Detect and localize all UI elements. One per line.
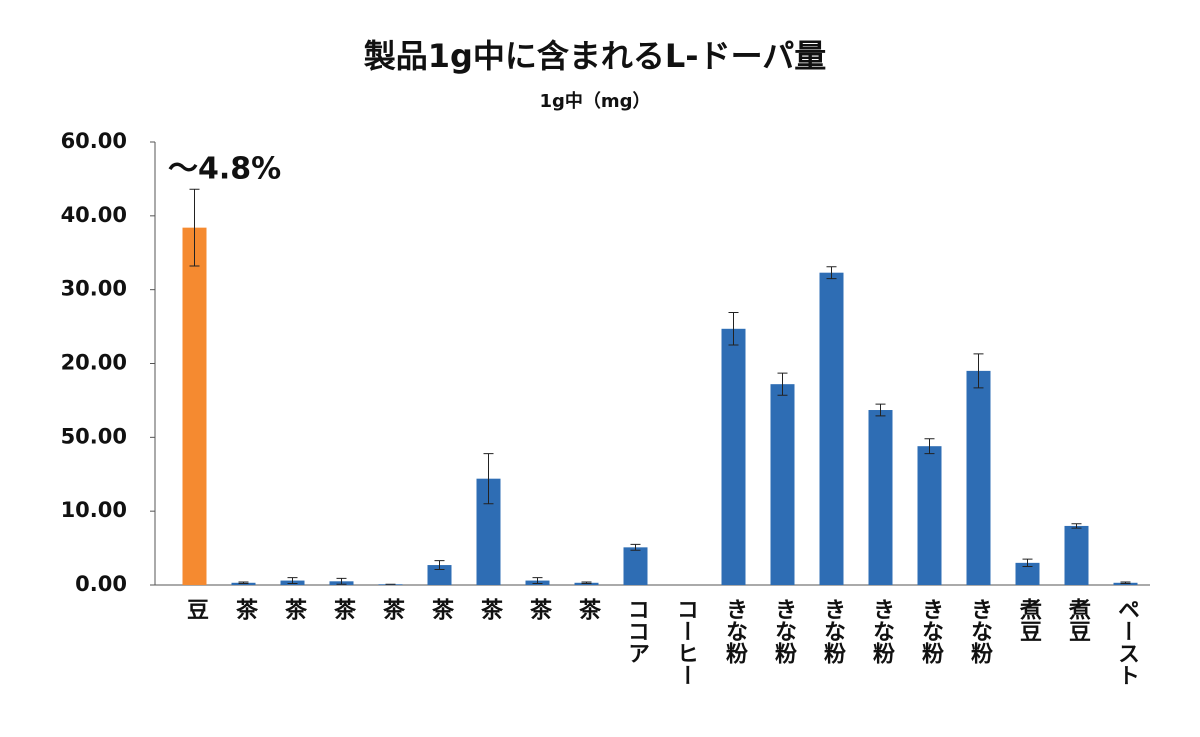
error-bar <box>826 266 837 280</box>
bar <box>182 227 207 585</box>
error-bar <box>777 372 788 396</box>
error-bar <box>532 577 543 585</box>
y-tick-label: 30.00 <box>61 277 127 301</box>
error-bar <box>434 560 445 570</box>
y-tick-label: 50.00 <box>61 424 127 448</box>
bar <box>966 370 991 585</box>
bar <box>427 565 452 585</box>
x-tick-label: きな粉 <box>869 598 895 665</box>
x-tick-label: 茶 <box>575 598 601 620</box>
bar <box>623 547 648 585</box>
x-tick-label: きな粉 <box>820 598 846 665</box>
x-tick-label: ココア <box>624 598 649 664</box>
x-tick-label: 茶 <box>477 598 503 620</box>
error-bar <box>483 453 494 505</box>
error-bar <box>581 581 592 585</box>
x-tick-label: 豆 <box>183 598 209 620</box>
error-bar <box>189 188 200 267</box>
x-tick-label: 茶 <box>330 598 356 620</box>
x-tick-label: コーヒー <box>673 598 698 686</box>
error-bar <box>728 312 739 346</box>
x-tick-label: 茶 <box>526 598 552 620</box>
x-tick-label: 茶 <box>232 598 258 620</box>
y-tick-label: 10.00 <box>61 498 127 522</box>
chart-title: 製品1g中に含まれるL-ドーパ量 <box>364 37 827 75</box>
error-bar <box>630 543 641 551</box>
x-tick-label: 煮豆 <box>1016 597 1043 642</box>
error-bar <box>1022 558 1033 568</box>
error-bar <box>287 577 298 585</box>
x-tick-label: 茶 <box>281 598 307 620</box>
x-tick-label: きな粉 <box>722 598 748 665</box>
error-bar <box>924 438 935 455</box>
x-tick-label: きな粉 <box>918 598 944 665</box>
bar <box>1015 562 1040 585</box>
bar <box>721 328 746 585</box>
bar <box>1064 525 1089 585</box>
error-bar <box>336 577 347 585</box>
y-tick-label: 60.00 <box>61 129 127 153</box>
error-bar <box>973 353 984 389</box>
y-tick-label: 20.00 <box>61 351 127 375</box>
error-bar <box>238 581 249 585</box>
x-tick-label: きな粉 <box>771 598 797 665</box>
error-bar <box>1071 523 1082 529</box>
x-tick-label: きな粉 <box>967 598 993 665</box>
bar <box>868 410 893 585</box>
error-bar <box>1120 581 1131 585</box>
y-tick-label: 40.00 <box>61 203 127 227</box>
chart-subtitle: 1g中（mg） <box>539 90 650 112</box>
x-tick-label: ペースト <box>1114 598 1140 686</box>
x-tick-label: 茶 <box>379 598 405 620</box>
bar <box>917 446 942 585</box>
y-tick-label: 0.00 <box>75 572 127 596</box>
error-bar <box>875 403 886 417</box>
x-tick-label: 茶 <box>428 598 454 620</box>
x-tick-label: 煮豆 <box>1065 597 1092 642</box>
annotation: 〜4.8% <box>168 152 281 187</box>
bar <box>770 384 795 585</box>
bar <box>819 272 844 585</box>
